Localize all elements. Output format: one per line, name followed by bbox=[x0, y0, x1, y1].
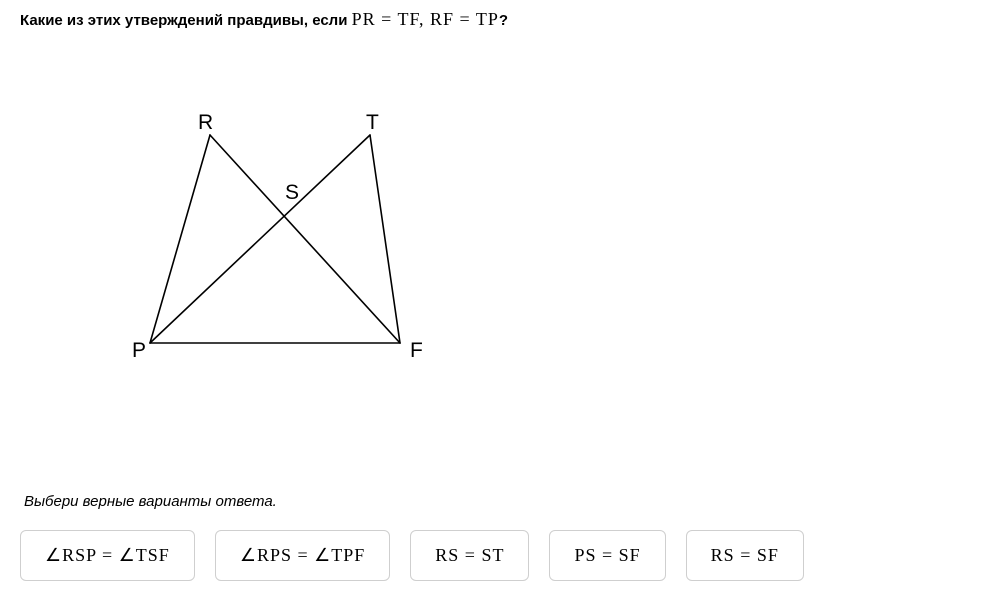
question-prefix: Какие из этих утверждений правдивы, если bbox=[20, 12, 352, 29]
option-5[interactable]: RS = SF bbox=[686, 530, 804, 581]
svg-text:S: S bbox=[285, 181, 299, 204]
page: Какие из этих утверждений правдивы, если… bbox=[0, 0, 982, 581]
question-condition: PR = TF, RF = TP bbox=[352, 9, 499, 29]
svg-text:T: T bbox=[366, 113, 379, 134]
geometry-diagram: P F R T S bbox=[120, 113, 440, 373]
option-3[interactable]: RS = ST bbox=[410, 530, 529, 581]
options-row: ∠RSP = ∠TSF ∠RPS = ∠TPF RS = ST PS = SF … bbox=[20, 530, 962, 581]
svg-text:F: F bbox=[410, 339, 423, 362]
diagram-container: P F R T S bbox=[120, 113, 962, 378]
svg-text:P: P bbox=[132, 339, 146, 362]
instruction-text: Выбери верные варианты ответа. bbox=[24, 493, 962, 510]
option-2[interactable]: ∠RPS = ∠TPF bbox=[215, 530, 390, 581]
option-4[interactable]: PS = SF bbox=[549, 530, 665, 581]
svg-text:R: R bbox=[198, 113, 213, 134]
question-suffix: ? bbox=[499, 12, 508, 29]
option-1[interactable]: ∠RSP = ∠TSF bbox=[20, 530, 195, 581]
question-text: Какие из этих утверждений правдивы, если… bbox=[20, 8, 962, 31]
